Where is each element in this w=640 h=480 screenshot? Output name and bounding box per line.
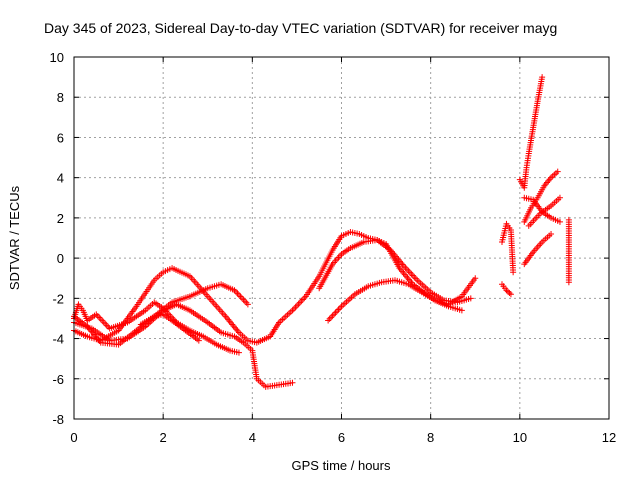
- data-point: [335, 306, 342, 313]
- x-tick-label: 12: [602, 430, 616, 445]
- x-tick-label: 0: [70, 430, 77, 445]
- data-point: [504, 288, 511, 295]
- y-tick-label: 6: [57, 130, 64, 145]
- data-point: [328, 314, 335, 321]
- data-point: [332, 309, 339, 316]
- y-tick-label: 10: [50, 50, 64, 65]
- y-axis-label: SDTVAR / TECUs: [7, 185, 22, 290]
- series-track-7: [316, 237, 474, 306]
- data-point: [334, 308, 341, 315]
- x-tick-label: 2: [160, 430, 167, 445]
- data-point: [289, 379, 296, 386]
- series-track-14: [525, 194, 563, 229]
- series-track-1: [71, 228, 479, 346]
- data-point: [458, 307, 465, 314]
- data-point: [298, 298, 305, 305]
- data-point: [241, 298, 248, 305]
- data-point: [556, 194, 563, 201]
- data-point: [292, 304, 299, 311]
- series-track-8: [499, 220, 517, 276]
- series-track-13: [521, 230, 555, 268]
- data-point: [235, 349, 242, 356]
- data-point: [94, 312, 101, 319]
- data-point: [472, 275, 479, 282]
- y-tick-label: -4: [52, 332, 64, 347]
- data-point: [97, 316, 104, 323]
- series-track-6: [325, 277, 465, 324]
- data-point: [506, 289, 513, 296]
- data-point: [296, 299, 303, 306]
- data-point: [507, 291, 514, 298]
- y-tick-label: 4: [57, 171, 64, 186]
- data-point: [408, 270, 415, 277]
- data-point: [331, 311, 338, 318]
- data-point: [556, 218, 563, 225]
- data-point: [244, 301, 251, 308]
- data-marks: [71, 74, 572, 390]
- data-point: [411, 274, 418, 281]
- x-tick-label: 10: [513, 430, 527, 445]
- data-point: [301, 294, 308, 301]
- data-point: [325, 317, 332, 324]
- data-point: [554, 168, 561, 175]
- data-point: [565, 279, 572, 286]
- data-point: [412, 275, 419, 282]
- data-point: [548, 230, 555, 237]
- x-tick-label: 6: [338, 430, 345, 445]
- data-point: [293, 302, 300, 309]
- data-point: [195, 337, 202, 344]
- series-track-4: [71, 299, 242, 356]
- data-point: [329, 312, 336, 319]
- data-point: [234, 290, 241, 297]
- data-point: [539, 74, 546, 81]
- y-tick-label: -6: [52, 372, 64, 387]
- data-point: [290, 305, 297, 312]
- series-isolated: [565, 216, 572, 286]
- x-tick-label: 8: [427, 430, 434, 445]
- data-point: [102, 320, 109, 327]
- data-point: [105, 323, 112, 330]
- data-point: [409, 272, 416, 279]
- data-point: [299, 296, 306, 303]
- y-tick-label: 2: [57, 211, 64, 226]
- y-tick-label: 0: [57, 251, 64, 266]
- data-point: [240, 296, 247, 303]
- data-point: [235, 291, 242, 298]
- axis-ticks: -8 -6 -4 -2 0 2 4 6 8 10 0 2 4 6 8 10 12: [50, 50, 617, 445]
- data-point: [238, 295, 245, 302]
- chart-title: Day 345 of 2023, Sidereal Day-to-day VTE…: [44, 20, 557, 36]
- series-track-10: [516, 74, 546, 191]
- data-point: [467, 295, 474, 302]
- series-track-9: [499, 281, 514, 298]
- y-tick-label: -2: [52, 291, 64, 306]
- data-point: [503, 287, 510, 294]
- series-track-11: [521, 168, 561, 225]
- data-point: [337, 304, 344, 311]
- plot-frame: [73, 56, 610, 420]
- data-point: [326, 315, 333, 322]
- x-axis-label: GPS time / hours: [292, 458, 391, 473]
- series-track-3: [71, 301, 296, 390]
- data-point: [100, 319, 107, 326]
- data-point: [243, 299, 250, 306]
- data-point: [295, 301, 302, 308]
- y-tick-label: -8: [52, 412, 64, 427]
- series-track-5: [137, 311, 202, 344]
- data-point: [237, 293, 244, 300]
- data-point: [99, 317, 106, 324]
- y-tick-label: 8: [57, 90, 64, 105]
- data-point: [510, 269, 517, 276]
- x-tick-label: 4: [249, 430, 256, 445]
